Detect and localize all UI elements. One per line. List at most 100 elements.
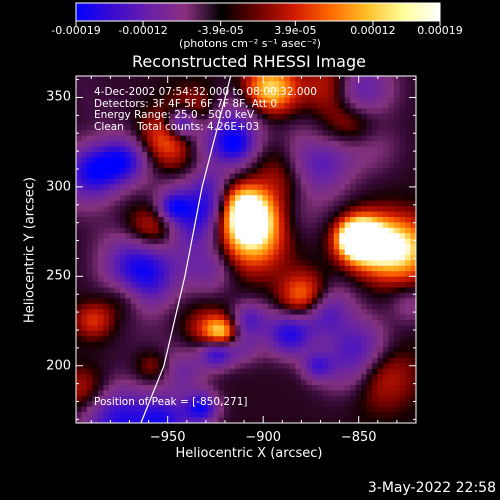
heatmap-cell [289,179,296,185]
heatmap-cell [289,249,296,256]
heatmap-cell [92,130,99,137]
heatmap-cell [361,374,368,381]
heatmap-cell [108,330,115,337]
heatmap-cell [125,319,132,326]
heatmap-cell [191,254,198,261]
heatmap-cell [328,303,335,310]
heatmap-cell [108,276,115,283]
heatmap-cell [410,244,416,250]
heatmap-cell [130,363,137,370]
heatmap-cell [92,401,99,408]
heatmap-cell [169,86,176,93]
heatmap-cell [141,119,148,126]
heatmap-cell [141,124,148,131]
heatmap-cell [229,108,236,115]
heatmap-cell [246,244,252,250]
heatmap-cell [174,141,181,147]
heatmap-cell [262,162,269,169]
heatmap-cell [86,260,93,267]
heatmap-cell [372,406,379,413]
heatmap-cell [300,271,307,278]
heatmap-cell [92,303,99,310]
heatmap-cell [322,211,329,218]
heatmap-cell [207,390,214,397]
heatmap-cell [174,292,181,299]
heatmap-cell [224,113,230,120]
heatmap-cell [86,325,93,332]
heatmap-cell [207,401,214,408]
heatmap-cell [76,146,82,153]
heatmap-cell [273,124,280,131]
heatmap-cell [344,309,351,315]
heatmap-cell [344,103,351,109]
heatmap-cell [158,146,165,153]
heatmap-cell [399,86,406,93]
heatmap-cell [311,352,318,359]
heatmap-cell [86,244,93,250]
heatmap-cell [251,271,258,278]
heatmap-cell [196,173,203,180]
heatmap-cell [377,151,384,158]
heatmap-cell [361,162,368,169]
heatmap-cell [256,271,263,278]
heatmap-cell [246,86,252,93]
heatmap-cell [361,141,368,147]
heatmap-cell [180,298,187,305]
heatmap-cell [119,103,126,109]
heatmap-cell [306,216,313,223]
heatmap-cell [300,390,307,397]
heatmap-cell [158,189,165,196]
heatmap-cell [229,395,236,402]
heatmap-cell [141,401,148,408]
heatmap-cell [114,314,121,321]
heatmap-cell [185,151,192,158]
heatmap-cell [141,363,148,370]
heatmap-cell [97,314,104,321]
heatmap-cell [218,244,225,250]
heatmap-cell [114,157,121,164]
heatmap-cell [328,157,335,164]
heatmap-cell [366,103,373,109]
heatmap-cell [240,319,247,326]
heatmap-cell [152,238,159,245]
heatmap-cell [361,276,368,283]
heatmap-cell [246,385,252,391]
heatmap-cell [86,113,93,120]
heatmap-cell [394,200,400,207]
heatmap-cell [174,233,181,240]
heatmap-cell [92,249,99,256]
heatmap-cell [169,216,176,223]
heatmap-cell [333,249,340,256]
heatmap-cell [322,244,329,250]
heatmap-cell [278,292,285,299]
heatmap-cell [273,206,280,212]
heatmap-cell [152,336,159,343]
heatmap-cell [388,76,395,82]
heatmap-cell [119,395,126,402]
heatmap-cell [180,271,187,278]
heatmap-cell [240,97,247,104]
heatmap-cell [328,81,335,88]
heatmap-cell [125,254,132,261]
heatmap-cell [350,97,357,104]
heatmap-cell [185,179,192,185]
heatmap-cell [278,157,285,164]
heatmap-cell [350,103,357,109]
heatmap-cell [366,211,373,218]
heatmap-cell [185,325,192,332]
heatmap-cell [240,162,247,169]
heatmap-cell [218,374,225,381]
heatmap-cell [273,357,280,364]
heatmap-cell [196,260,203,267]
heatmap-cell [394,325,400,332]
heatmap-cell [185,379,192,386]
heatmap-cell [224,406,230,413]
heatmap-cell [383,287,389,294]
heatmap-cell [246,298,252,305]
heatmap-cell [158,168,165,174]
heatmap-cell [213,271,219,278]
heatmap-cell [185,363,192,370]
heatmap-cell [344,157,351,164]
heatmap-cell [394,363,400,370]
heatmap-cell [410,282,416,288]
